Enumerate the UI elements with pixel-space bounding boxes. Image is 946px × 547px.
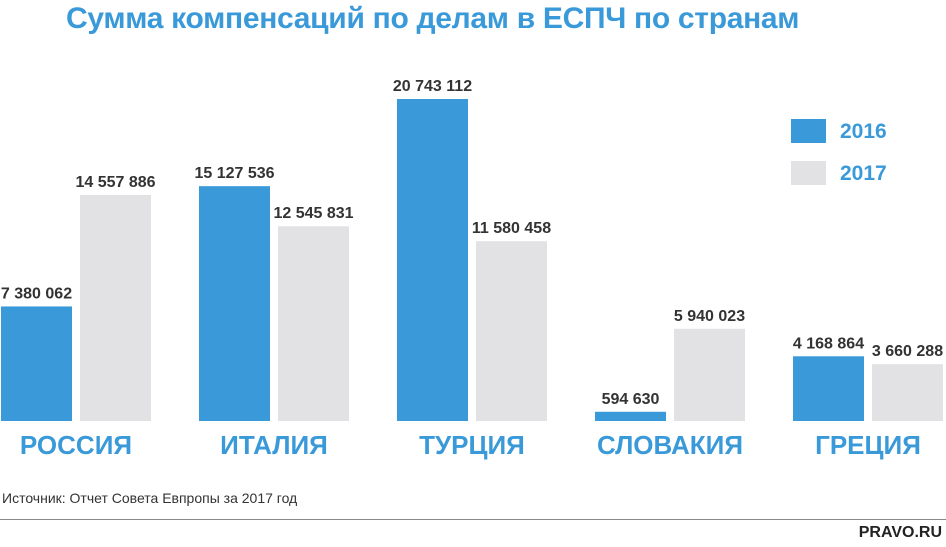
value-label-2017-1: 12 545 831 <box>273 205 353 222</box>
value-label-2017-4: 3 660 288 <box>872 343 943 360</box>
bar-2017-0 <box>80 195 151 421</box>
bar-2016-0 <box>1 306 72 421</box>
bar-2016-2 <box>397 99 468 421</box>
category-label-0: РОССИЯ <box>20 430 132 460</box>
legend-label-2016: 2016 <box>840 120 887 143</box>
bar-2017-4 <box>872 364 943 421</box>
value-label-2017-2: 11 580 458 <box>472 220 551 237</box>
chart-title: Сумма компенсаций по делам в ЕСПЧ по стр… <box>66 2 800 35</box>
source-note: Источник: Отчет Совета Евпропы за 2017 г… <box>2 490 298 506</box>
brand-logo-text: PRAVO.RU <box>858 524 942 541</box>
legend: 2016 2017 <box>791 119 887 185</box>
value-label-2017-0: 14 557 886 <box>75 174 155 191</box>
bars-layer <box>1 99 943 421</box>
labels-layer: 7 380 062 14 557 886 15 127 536 12 545 831 2… <box>1 78 943 408</box>
legend-swatch-2016 <box>791 119 826 143</box>
bar-2017-2 <box>476 241 547 421</box>
footer-divider <box>0 519 946 520</box>
category-label-2: ТУРЦИЯ <box>419 430 525 460</box>
value-label-2016-0: 7 380 062 <box>1 285 72 302</box>
bar-2017-3 <box>674 328 745 421</box>
value-label-2017-3: 5 940 023 <box>674 308 745 325</box>
bar-2017-1 <box>278 226 349 421</box>
value-label-2016-4: 4 168 864 <box>793 335 864 352</box>
value-label-2016-3: 594 630 <box>602 391 660 408</box>
category-label-3: СЛОВАКИЯ <box>597 430 743 460</box>
category-label-4: ГРЕЦИЯ <box>815 430 921 460</box>
legend-label-2017: 2017 <box>840 162 887 185</box>
bar-2016-4 <box>793 356 864 421</box>
bar-2016-1 <box>199 186 270 421</box>
legend-swatch-2017 <box>791 161 826 185</box>
category-label-1: ИТАЛИЯ <box>220 430 328 460</box>
value-label-2016-2: 20 743 112 <box>393 78 472 95</box>
bar-chart: 7 380 062 14 557 886 15 127 536 12 545 831 2… <box>1 78 943 460</box>
category-labels-layer: РОССИЯ ИТАЛИЯ ТУРЦИЯ СЛОВАКИЯ ГРЕЦИЯ <box>20 430 921 460</box>
value-label-2016-1: 15 127 536 <box>194 165 274 182</box>
bar-2016-3 <box>595 411 666 421</box>
